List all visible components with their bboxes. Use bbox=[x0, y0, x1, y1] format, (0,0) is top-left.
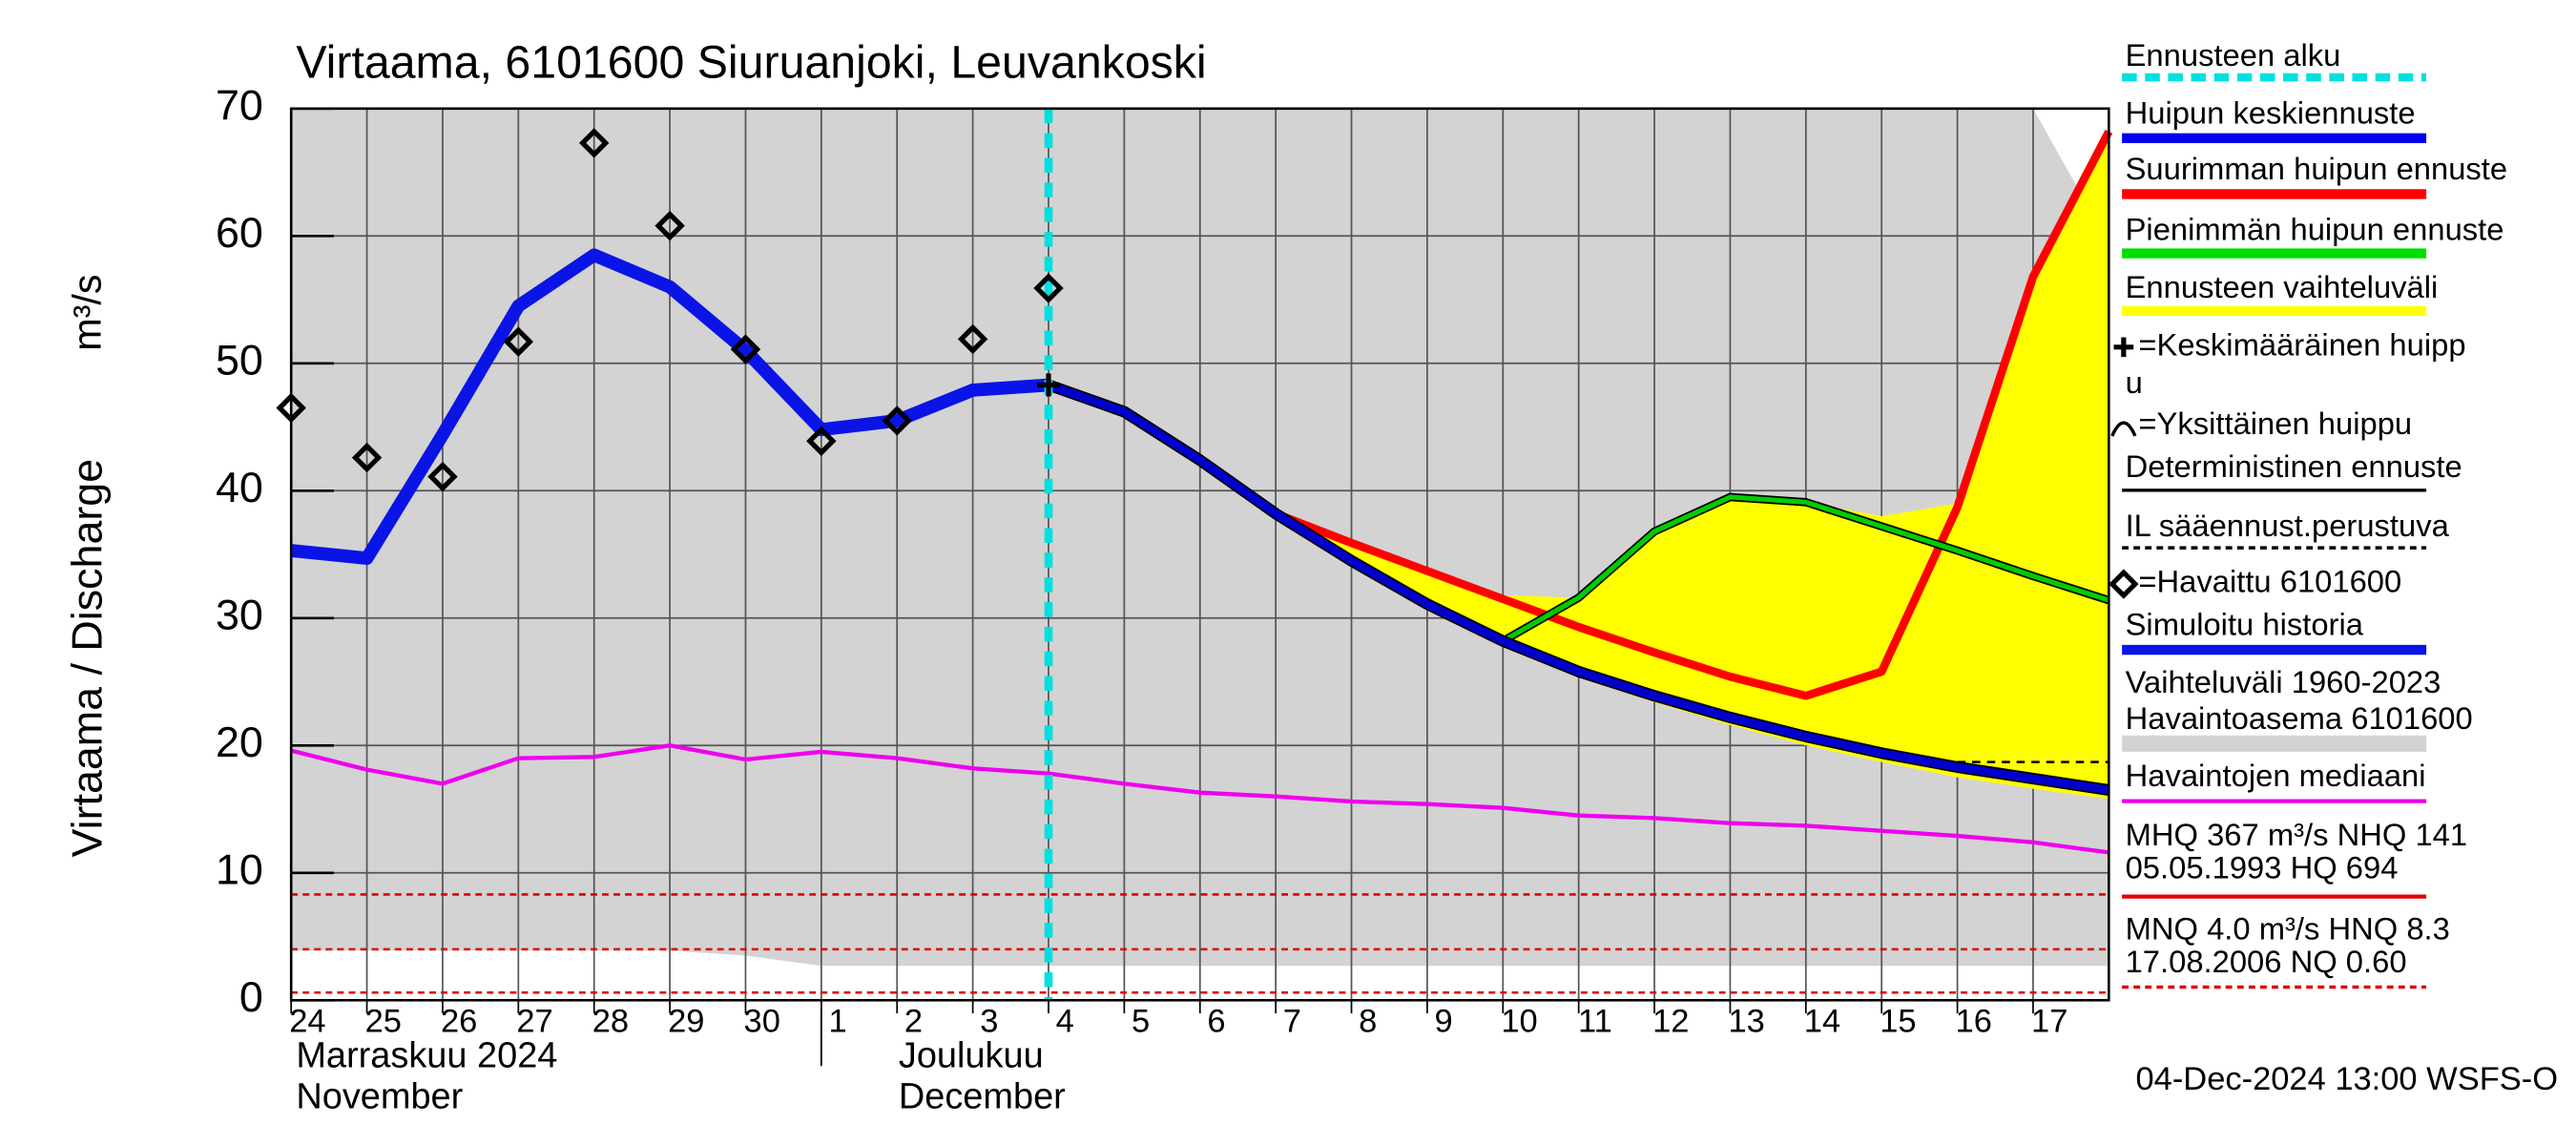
x-tick-label: 7 bbox=[1283, 1004, 1301, 1040]
x-tick-label: 3 bbox=[980, 1004, 998, 1040]
x-tick-label: 29 bbox=[668, 1004, 704, 1040]
month-label: Joulukuu bbox=[899, 1036, 1044, 1076]
legend-label: 05.05.1993 HQ 694 bbox=[2126, 850, 2399, 885]
observed-point bbox=[578, 128, 610, 158]
legend-label: Ennusteen alku bbox=[2126, 37, 2341, 73]
observed-point bbox=[882, 406, 912, 436]
x-tick-label: 2 bbox=[904, 1004, 923, 1040]
legend-label: Suurimman huipun ennuste bbox=[2126, 151, 2508, 186]
x-tick-label: 11 bbox=[1578, 1004, 1612, 1040]
y-axis-unit: m³/s bbox=[66, 274, 110, 350]
legend-label: MNQ 4.0 m³/s HNQ 8.3 bbox=[2126, 911, 2450, 947]
observed-point bbox=[503, 326, 534, 357]
x-tick-label: 14 bbox=[1804, 1004, 1840, 1040]
observed-point bbox=[957, 323, 988, 355]
legend-label: IL sääennust.perustuva bbox=[2126, 508, 2450, 543]
y-tick-label: 0 bbox=[239, 973, 263, 1021]
observed-point bbox=[806, 426, 837, 456]
x-tick-label: 5 bbox=[1132, 1004, 1150, 1040]
legend-label: Deterministinen ennuste bbox=[2126, 448, 2462, 484]
month-label: November bbox=[296, 1077, 463, 1117]
x-tick-label: 13 bbox=[1729, 1004, 1765, 1040]
y-axis-label: Virtaama / Discharge bbox=[64, 459, 112, 858]
legend-label: Ennusteen vaihteluväli bbox=[2126, 269, 2439, 304]
x-tick-label: 16 bbox=[1956, 1004, 1992, 1040]
range-band bbox=[1048, 131, 2109, 800]
chart-title: Virtaama, 6101600 Siuruanjoki, Leuvankos… bbox=[296, 37, 1206, 89]
series-line bbox=[290, 743, 2109, 855]
x-tick-label: 8 bbox=[1359, 1004, 1377, 1040]
y-tick-label: 40 bbox=[216, 464, 263, 511]
series-line bbox=[1502, 494, 2110, 644]
mean-peak bbox=[1036, 373, 1061, 397]
legend-symbol bbox=[2113, 337, 2134, 358]
x-tick-label: 9 bbox=[1435, 1004, 1453, 1040]
observed-point bbox=[351, 442, 383, 473]
legend-label: =Yksittäinen huippu bbox=[2138, 406, 2412, 441]
month-label: December bbox=[899, 1077, 1066, 1117]
x-tick-label: 12 bbox=[1652, 1004, 1689, 1040]
legend-label: =Keskimääräinen huipp bbox=[2138, 326, 2465, 362]
legend-label: Huipun keskiennuste bbox=[2126, 94, 2416, 130]
footer: 04-Dec-2024 13:00 WSFS-O bbox=[2135, 1061, 2558, 1097]
observed-point bbox=[730, 334, 761, 364]
legend-label: Havaintoasema 6101600 bbox=[2126, 700, 2473, 736]
y-tick-label: 10 bbox=[216, 846, 263, 894]
legend-label: 17.08.2006 NQ 0.60 bbox=[2126, 944, 2407, 979]
x-tick-label: 25 bbox=[365, 1004, 402, 1040]
x-tick-label: 27 bbox=[516, 1004, 552, 1040]
month-label: Marraskuu 2024 bbox=[296, 1036, 557, 1076]
x-tick-label: 17 bbox=[2031, 1004, 2067, 1040]
legend-label: Vaihteluväli 1960-2023 bbox=[2126, 664, 2441, 699]
legend-label: u bbox=[2126, 364, 2143, 400]
x-tick-label: 15 bbox=[1880, 1004, 1916, 1040]
legend-symbol bbox=[2109, 569, 2139, 599]
x-tick-label: 30 bbox=[744, 1004, 780, 1040]
series-line bbox=[1047, 381, 2109, 795]
legend-label: Havaintojen mediaani bbox=[2126, 758, 2426, 793]
y-tick-label: 50 bbox=[216, 337, 263, 385]
y-tick-label: 20 bbox=[216, 718, 263, 766]
y-tick-label: 30 bbox=[216, 592, 263, 639]
y-tick-label: 70 bbox=[216, 82, 263, 130]
legend-symbol bbox=[2110, 421, 2137, 437]
observed-point bbox=[427, 461, 458, 492]
x-tick-label: 24 bbox=[289, 1004, 325, 1040]
y-tick-label: 60 bbox=[216, 209, 263, 257]
legend-label: Simuloitu historia bbox=[2126, 607, 2364, 642]
x-tick-label: 6 bbox=[1207, 1004, 1225, 1040]
x-tick-label: 28 bbox=[592, 1004, 629, 1040]
legend-label: MHQ 367 m³/s NHQ 141 bbox=[2126, 817, 2468, 852]
x-tick-label: 26 bbox=[441, 1004, 477, 1040]
x-tick-label: 4 bbox=[1056, 1004, 1074, 1040]
legend-label: =Havaittu 6101600 bbox=[2138, 564, 2401, 599]
observed-point bbox=[1033, 273, 1064, 303]
series-line bbox=[290, 248, 1049, 565]
x-tick-label: 1 bbox=[829, 1004, 847, 1040]
observed-point bbox=[654, 210, 685, 241]
legend-label: Pienimmän huipun ennuste bbox=[2126, 212, 2504, 247]
x-tick-label: 10 bbox=[1501, 1004, 1537, 1040]
